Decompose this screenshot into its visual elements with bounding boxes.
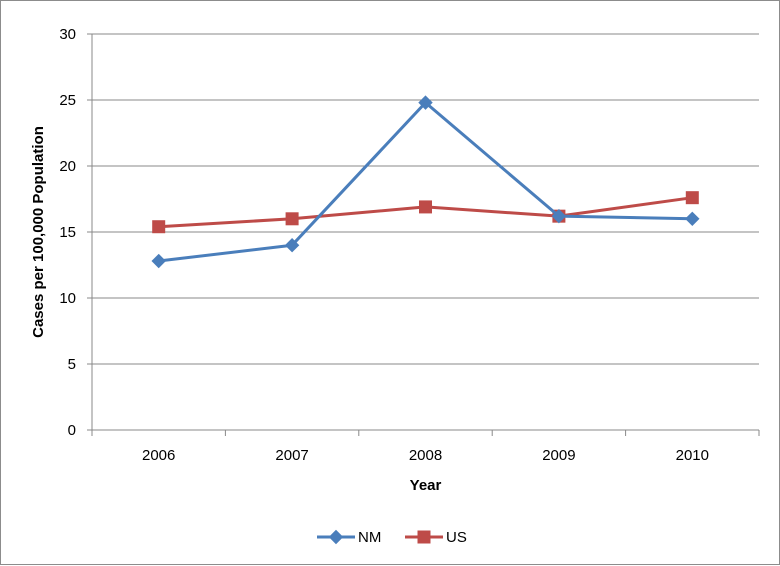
series-layer (151, 95, 700, 269)
legend: NM US (317, 529, 467, 546)
axes (87, 33, 760, 436)
y-tick-label: 10 (59, 290, 76, 307)
y-tick-label: 25 (59, 92, 76, 109)
series-us (152, 191, 699, 234)
y-tick-label: 0 (68, 422, 76, 439)
x-axis-title: Year (410, 477, 442, 494)
data-point-us (685, 191, 699, 205)
data-point-us (419, 200, 432, 214)
data-point-us (285, 212, 299, 226)
legend-item-nm: NM (317, 529, 381, 546)
series-nm (151, 95, 700, 269)
legend-item-us: US (405, 529, 467, 546)
data-point-nm (284, 237, 300, 253)
legend-label: NM (358, 529, 381, 546)
legend-marker (417, 530, 431, 544)
legend-marker (328, 529, 344, 545)
y-tick-label: 20 (59, 158, 76, 175)
data-point-nm (685, 211, 700, 227)
data-point-nm (551, 208, 567, 224)
x-tick-label: 2006 (142, 447, 175, 464)
legend-label: US (446, 529, 467, 546)
data-point-nm (151, 253, 166, 269)
data-point-us (152, 220, 166, 234)
x-tick-labels: 2006 2007 2008 2009 2010 (142, 447, 709, 464)
x-tick-label: 2008 (409, 447, 442, 464)
x-tick-label: 2010 (676, 447, 709, 464)
x-tick-label: 2007 (275, 447, 308, 464)
y-tick-labels: 0 5 10 15 20 25 30 (59, 26, 76, 439)
y-tick-label: 15 (59, 224, 76, 241)
x-tick-label: 2009 (542, 447, 575, 464)
data-point-nm (418, 95, 433, 110)
y-axis-title: Cases per 100,000 Population (30, 126, 47, 338)
series-line-nm (158, 101, 693, 263)
y-tick-label: 30 (59, 26, 76, 43)
y-tick-label: 5 (68, 356, 76, 373)
gridlines (92, 33, 759, 365)
